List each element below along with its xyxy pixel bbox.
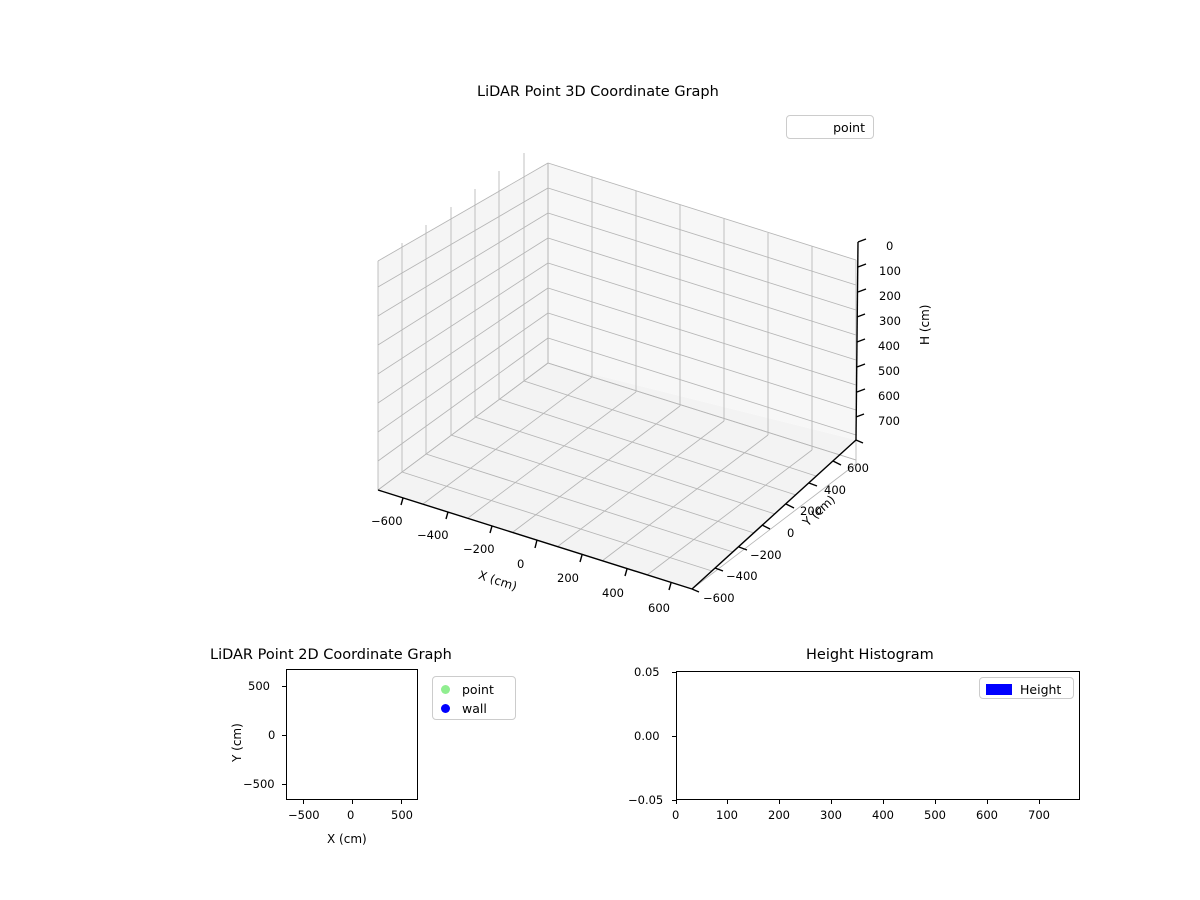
tick-3d-y-5: 400 [824, 483, 846, 497]
axis-spine-h [855, 238, 867, 441]
tick-3d-x-3: 0 [517, 557, 525, 571]
tick-hist-x-1: 100 [716, 808, 738, 822]
tickmark-2d-y-0 [282, 685, 286, 687]
grid-left-wall [377, 153, 549, 491]
tick-2d-x-1: 0 [347, 808, 355, 822]
pane-right-wall [548, 163, 856, 440]
chart-histogram-title: Height Histogram [806, 647, 934, 663]
tick-hist-x-4: 400 [872, 808, 894, 822]
tickmark-2d-x-1 [351, 800, 353, 804]
chart-3d-title: LiDAR Point 3D Coordinate Graph [477, 84, 719, 100]
axis-label-2d-y: Y (cm) [230, 723, 244, 762]
tick-3d-h-0: 0 [886, 239, 894, 253]
tickmark-hist-x-4 [883, 800, 885, 804]
tick-2d-x-0: −500 [288, 808, 320, 822]
axis-spine-y [691, 439, 864, 593]
tick-3d-h-1: 100 [879, 264, 901, 278]
tickmark-hist-y-0 [672, 671, 676, 673]
legend-label-height: Height [1020, 682, 1062, 697]
axis-label-2d-x: X (cm) [327, 832, 367, 846]
tickmark-2d-x-2 [400, 800, 402, 804]
tickmark-hist-y-2 [672, 799, 676, 801]
axes-3d-canvas[interactable] [300, 105, 920, 625]
tick-3d-x-1: −400 [417, 528, 449, 542]
tickmark-hist-x-0 [676, 800, 678, 804]
tick-3d-x-5: 400 [602, 586, 624, 600]
legend-histogram[interactable]: Height [979, 677, 1074, 699]
legend-entry-point[interactable]: point [441, 682, 494, 697]
legend-label-point: point [462, 682, 494, 697]
tick-3d-x-6: 600 [648, 601, 670, 615]
tick-3d-h-4: 400 [878, 339, 900, 353]
legend-label-point: point [833, 120, 865, 135]
tickmark-2d-y-1 [282, 734, 286, 736]
tick-hist-x-7: 700 [1028, 808, 1050, 822]
grid-right-wall [547, 162, 857, 464]
tick-2d-y-0: 500 [248, 679, 270, 693]
tickmark-hist-x-5 [935, 800, 937, 804]
tick-3d-y-4: 200 [800, 504, 822, 518]
legend-label-wall: wall [462, 701, 487, 716]
tick-hist-y-2: −0.05 [628, 793, 664, 807]
tickmark-hist-x-3 [831, 800, 833, 804]
tick-3d-h-7: 700 [878, 414, 900, 428]
tickmark-hist-x-2 [779, 800, 781, 804]
tickmark-hist-y-1 [672, 735, 676, 737]
tickmark-hist-x-1 [727, 800, 729, 804]
tickmark-2d-y-2 [282, 783, 286, 785]
tick-hist-x-0: 0 [672, 808, 680, 822]
tick-3d-y-2: −200 [750, 548, 782, 562]
tick-2d-x-2: 500 [391, 808, 413, 822]
legend-entry-point[interactable]: point [833, 120, 865, 135]
axes-3d-svg [377, 153, 867, 593]
chart-2d-title: LiDAR Point 2D Coordinate Graph [210, 647, 452, 663]
tick-3d-h-6: 600 [878, 389, 900, 403]
tick-3d-y-3: 0 [787, 526, 795, 540]
tickmark-2d-x-0 [302, 800, 304, 804]
tick-hist-x-6: 600 [976, 808, 998, 822]
tick-hist-x-5: 500 [924, 808, 946, 822]
legend-marker-height [986, 684, 1012, 695]
legend-entry-wall[interactable]: wall [441, 701, 487, 716]
tick-hist-x-3: 300 [820, 808, 842, 822]
tick-2d-y-2: −500 [243, 777, 275, 791]
tick-2d-y-1: 0 [268, 728, 276, 742]
tick-3d-y-0: −600 [703, 591, 735, 605]
tick-hist-x-2: 200 [768, 808, 790, 822]
axis-label-3d-h: H (cm) [918, 304, 932, 346]
tick-3d-y-6: 600 [847, 461, 869, 475]
tick-3d-h-5: 500 [878, 364, 900, 378]
tick-3d-y-1: −400 [726, 569, 758, 583]
pane-left-wall [378, 163, 548, 490]
tickmark-hist-x-6 [987, 800, 989, 804]
axis-spine-x [377, 489, 693, 591]
tick-3d-h-2: 200 [879, 289, 901, 303]
tick-3d-x-0: −600 [371, 514, 403, 528]
tickmark-hist-x-7 [1039, 800, 1041, 804]
tick-hist-y-0: 0.05 [634, 665, 660, 679]
tick-3d-h-3: 300 [879, 314, 901, 328]
legend-2d[interactable]: point wall [432, 676, 516, 720]
legend-marker-point [441, 685, 450, 694]
tick-hist-y-1: 0.00 [634, 729, 660, 743]
legend-3d[interactable]: point [786, 115, 874, 139]
tick-3d-x-2: −200 [463, 542, 495, 556]
tick-3d-x-4: 200 [557, 571, 579, 585]
legend-marker-wall [441, 704, 450, 713]
axes-2d-frame[interactable] [286, 669, 418, 800]
legend-entry-height[interactable]: Height [986, 682, 1061, 697]
pane-floor [378, 363, 856, 589]
